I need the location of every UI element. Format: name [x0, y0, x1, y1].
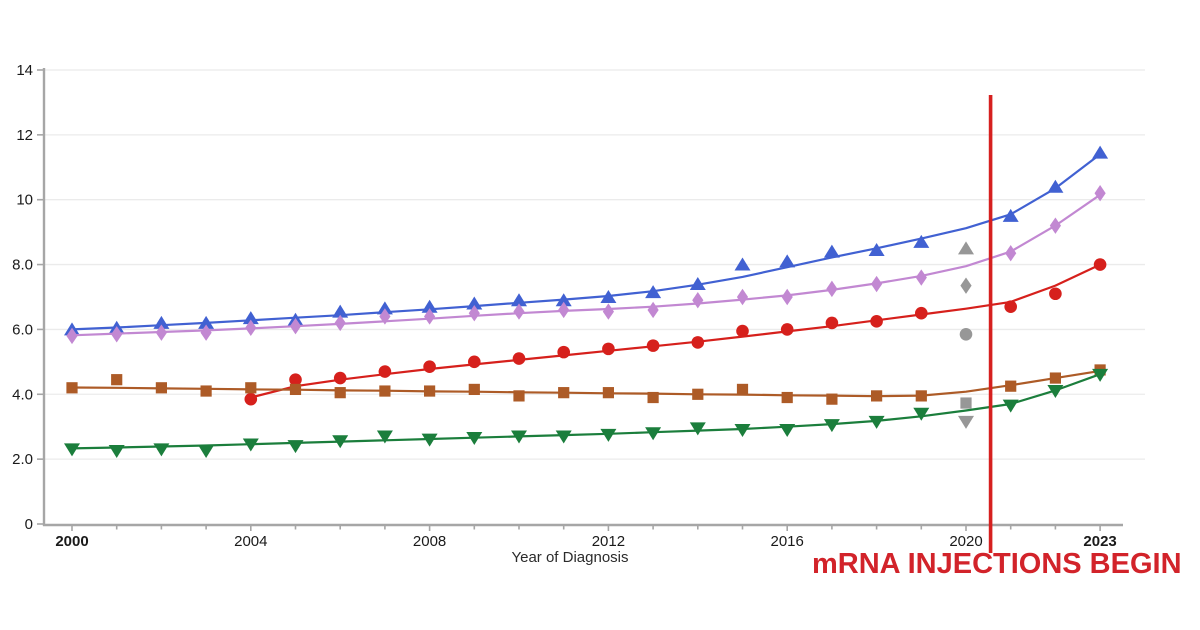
svg-text:2000: 2000	[55, 533, 88, 550]
svg-text:8.0: 8.0	[12, 257, 33, 274]
svg-text:6.0: 6.0	[12, 321, 33, 338]
svg-text:2020: 2020	[949, 533, 982, 550]
annotation-label: mRNA INJECTIONS BEGIN	[812, 548, 1182, 580]
series-blue-triangle-up	[64, 145, 1109, 336]
svg-text:2.0: 2.0	[12, 451, 33, 468]
excluded-2020-points	[958, 241, 974, 429]
axes: 0 2.0 4.0 6.0 8.0 10 12 14 2000 2004 2008 2012 2016 2…	[12, 62, 1123, 550]
svg-text:4.0: 4.0	[12, 386, 33, 403]
svg-text:2012: 2012	[592, 533, 625, 550]
svg-text:2023: 2023	[1083, 533, 1116, 550]
svg-text:12: 12	[16, 127, 33, 144]
svg-text:2008: 2008	[413, 533, 446, 550]
series-green-triangle-down	[64, 368, 1109, 459]
series-purple-diamond	[66, 185, 1106, 345]
series-red-circle	[244, 258, 1107, 406]
gridlines	[44, 69, 1145, 460]
x-axis-title: Year of Diagnosis	[511, 549, 629, 566]
svg-text:2004: 2004	[234, 533, 267, 550]
svg-text:2016: 2016	[771, 533, 804, 550]
svg-text:14: 14	[16, 62, 33, 79]
svg-text:0: 0	[25, 516, 33, 533]
svg-text:10: 10	[16, 192, 33, 209]
series-brown-square	[66, 364, 1106, 405]
